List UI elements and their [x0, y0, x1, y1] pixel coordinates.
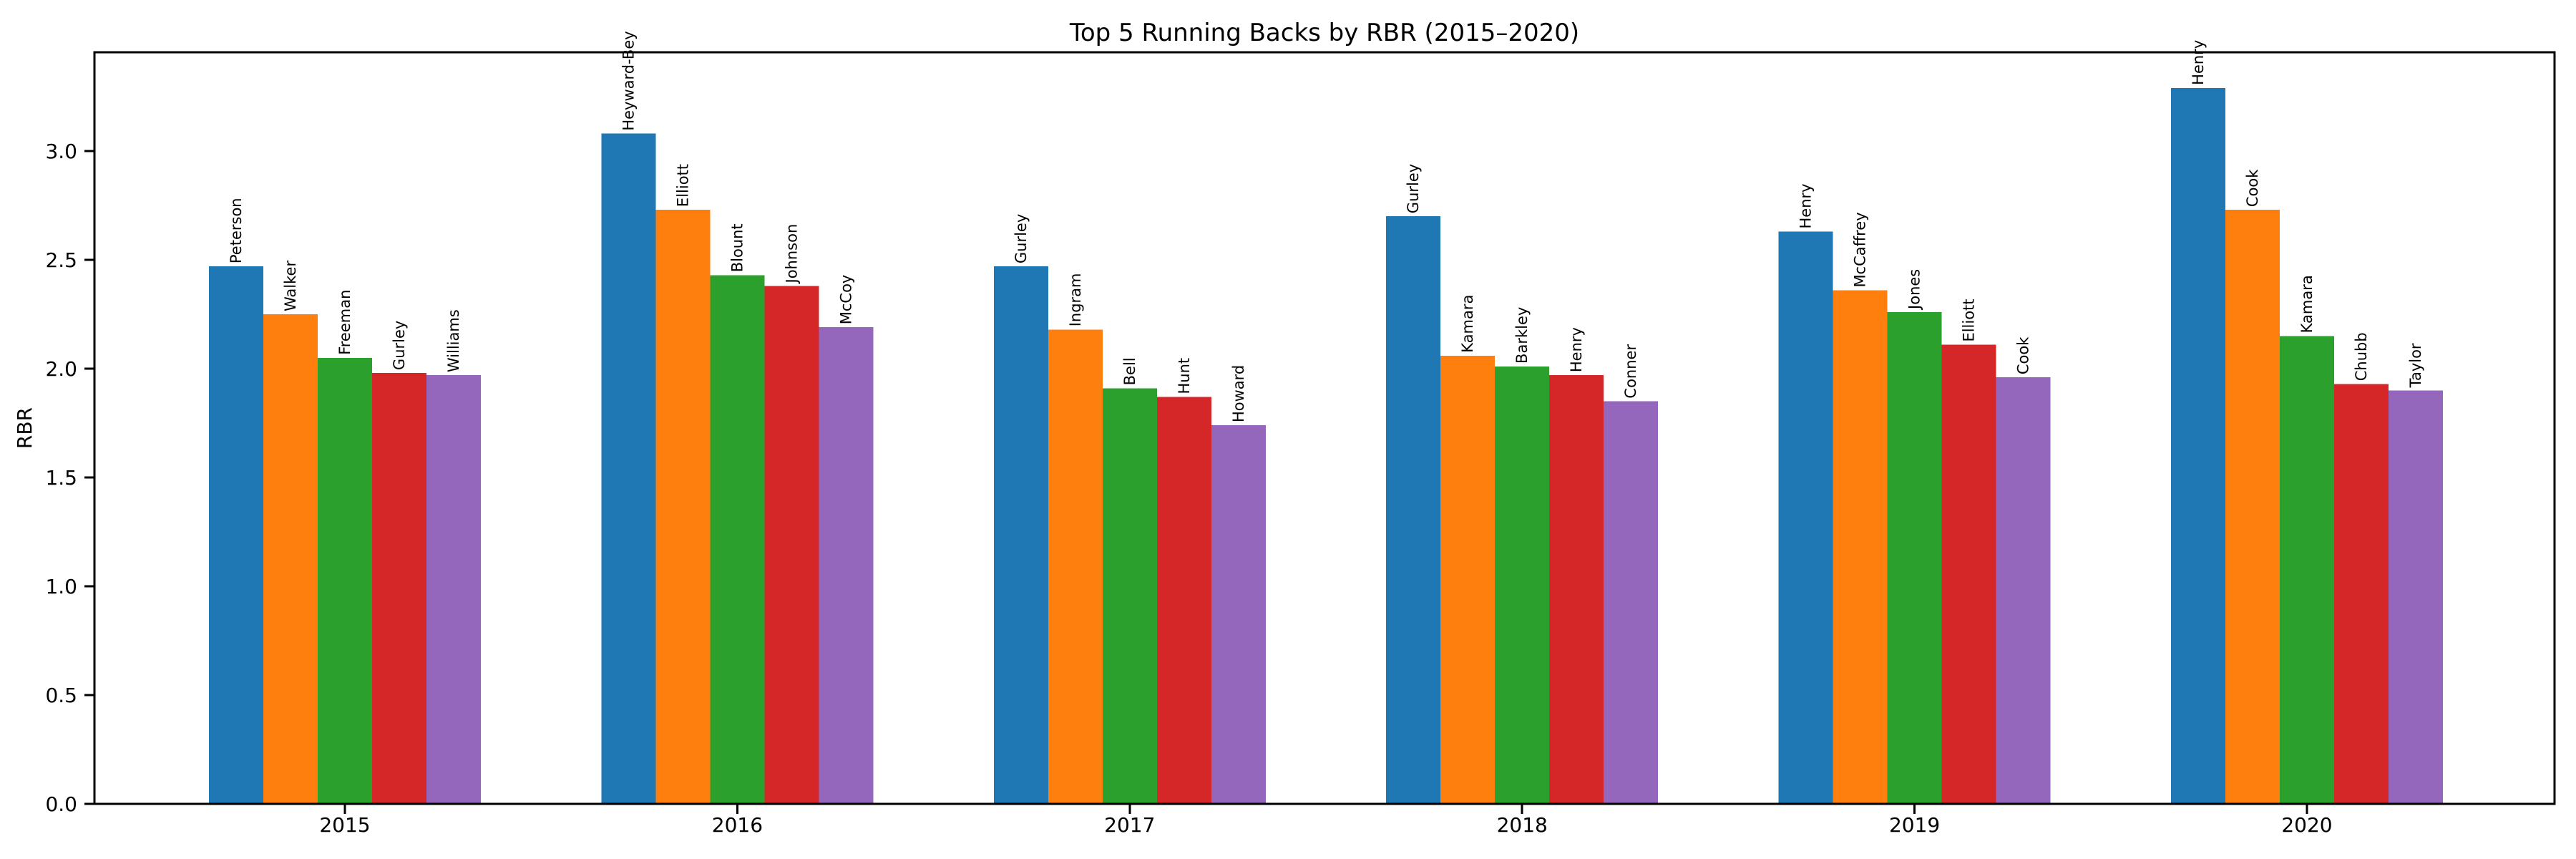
- bar-label-2016-mccoy: McCoy: [837, 275, 854, 325]
- y-tick-label: 0.0: [45, 792, 77, 816]
- bar-label-2016-heyward-bey: Heyward-Bey: [620, 31, 637, 130]
- x-tick-label-2018: 2018: [1497, 813, 1548, 837]
- bar-label-2015-williams: Williams: [445, 309, 462, 372]
- bar-2017-bell: [1102, 388, 1157, 804]
- bar-2019-jones: [1887, 311, 1942, 805]
- bar-2018-gurley: [1386, 216, 1441, 804]
- bar-label-2017-hunt: Hunt: [1176, 358, 1193, 394]
- bar-2020-taylor: [2389, 390, 2443, 804]
- bar-label-2019-cook: Cook: [2015, 336, 2032, 374]
- y-tick-label: 0.5: [45, 684, 77, 707]
- bar-label-2020-kamara: Kamara: [2298, 275, 2316, 333]
- bar-label-2019-henry: Henry: [1797, 183, 1815, 228]
- chart-title: Top 5 Running Backs by RBR (2015–2020): [1069, 19, 1579, 47]
- x-tick-label-2017: 2017: [1104, 813, 1155, 837]
- bar-2020-henry: [2171, 87, 2225, 805]
- bar-label-2015-freeman: Freeman: [336, 290, 353, 355]
- bar-label-2019-mccaffrey: McCaffrey: [1852, 212, 1869, 287]
- bar-label-2016-johnson: Johnson: [783, 224, 800, 285]
- bar-2015-peterson: [209, 266, 263, 804]
- x-tick-label-2015: 2015: [319, 813, 370, 837]
- bar-label-2018-henry: Henry: [1568, 327, 1585, 372]
- y-tick-label: 1.0: [45, 575, 77, 598]
- bar-label-2018-conner: Conner: [1622, 344, 1639, 399]
- bar-2016-johnson: [764, 286, 819, 805]
- bar-label-2017-gurley: Gurley: [1013, 214, 1030, 263]
- bar-label-2018-gurley: Gurley: [1405, 164, 1422, 213]
- x-tick-label-2019: 2019: [1889, 813, 1940, 837]
- bar-label-2020-chubb: Chubb: [2353, 332, 2370, 381]
- bar-2019-henry: [1778, 231, 1833, 805]
- y-tick-label: 2.5: [45, 248, 77, 272]
- bar-2015-freeman: [318, 357, 372, 804]
- bar-2015-williams: [426, 375, 481, 804]
- y-axis-label: RBR: [13, 407, 36, 449]
- bar-2018-kamara: [1440, 355, 1496, 804]
- x-tick-label-2020: 2020: [2281, 813, 2332, 837]
- bars-layer: [209, 87, 2443, 805]
- x-tick-label-2016: 2016: [712, 813, 763, 837]
- bar-label-2015-peterson: Peterson: [228, 198, 245, 263]
- bar-2019-elliott: [1941, 344, 1996, 804]
- bar-label-2020-cook: Cook: [2244, 169, 2261, 207]
- bar-2016-heyward-bey: [601, 133, 656, 804]
- bar-2020-kamara: [2280, 336, 2334, 804]
- bar-2016-mccoy: [819, 327, 874, 804]
- bar-label-2019-elliott: Elliott: [1961, 299, 1978, 341]
- bar-2017-ingram: [1048, 329, 1103, 804]
- bar-label-2018-barkley: Barkley: [1513, 307, 1531, 364]
- bar-2018-barkley: [1495, 366, 1550, 805]
- bar-2016-elliott: [655, 210, 711, 805]
- bar-2020-cook: [2225, 210, 2280, 805]
- bar-label-2015-walker: Walker: [282, 261, 299, 311]
- bar-label-2020-henry: Henry: [2190, 40, 2207, 85]
- y-tick-label: 1.5: [45, 466, 77, 490]
- bar-label-2015-gurley: Gurley: [391, 321, 408, 370]
- bar-label-2016-elliott: Elliott: [674, 164, 691, 207]
- bar-2016-blount: [710, 275, 765, 804]
- bar-label-2017-bell: Bell: [1121, 357, 1138, 385]
- bar-label-2018-kamara: Kamara: [1459, 295, 1476, 353]
- bar-label-2017-howard: Howard: [1230, 365, 1247, 422]
- bar-label-2020-taylor: Taylor: [2407, 343, 2424, 388]
- axes-layer: 0.0 0.5 1.0 1.5 2.0 2.5 3.0 2015 2016 2017 2018 201…: [45, 51, 2556, 837]
- bar-label-2017-ingram: Ingram: [1067, 273, 1084, 326]
- bar-2017-howard: [1211, 425, 1266, 804]
- bar-2018-henry: [1549, 375, 1604, 804]
- bar-labels-layer: Peterson Walker Freeman Gurley Williams Heywa…: [228, 31, 2424, 422]
- bar-2019-mccaffrey: [1833, 290, 1888, 804]
- bar-2015-gurley: [372, 373, 426, 804]
- bar-2018-conner: [1604, 401, 1659, 804]
- plot-box: [93, 51, 2556, 805]
- bar-2017-gurley: [993, 266, 1048, 804]
- bar-2020-chubb: [2334, 384, 2389, 804]
- bar-2019-cook: [1996, 377, 2051, 804]
- y-tick-label: 3.0: [45, 140, 77, 163]
- y-tick-label: 2.0: [45, 357, 77, 381]
- bar-2017-hunt: [1156, 397, 1211, 804]
- bar-2015-walker: [263, 314, 318, 804]
- bar-label-2019-jones: Jones: [1906, 269, 1923, 311]
- bar-label-2016-blount: Blount: [728, 223, 746, 272]
